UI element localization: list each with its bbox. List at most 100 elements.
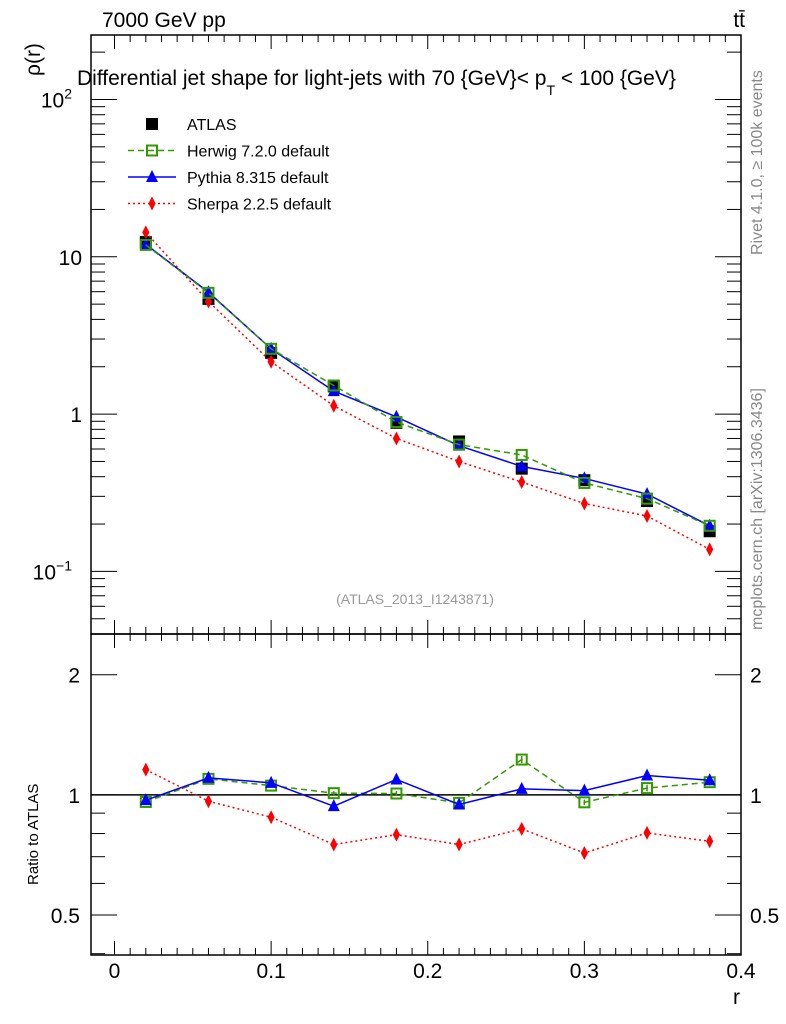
data-point xyxy=(327,379,340,392)
data-point xyxy=(455,837,463,852)
data-point xyxy=(202,285,215,298)
y-tick-label-exp: −1 xyxy=(56,557,72,573)
data-point xyxy=(390,772,403,785)
ratio-y-tick-label: 2 xyxy=(68,665,80,688)
data-point xyxy=(643,825,651,840)
data-point xyxy=(392,431,401,446)
legend-label: Sherpa 2.2.5 default xyxy=(187,197,332,214)
energy-label: 7000 GeV pp xyxy=(102,9,226,32)
y-tick-label: 10−1 xyxy=(33,557,73,584)
data-point xyxy=(392,827,401,842)
series-line xyxy=(145,768,710,854)
data-point xyxy=(703,518,716,531)
data-point xyxy=(580,846,588,861)
data-point xyxy=(578,476,591,489)
x-tick-label: 0.4 xyxy=(726,960,756,983)
data-point xyxy=(515,448,528,461)
data-point xyxy=(390,787,403,800)
data-point xyxy=(327,787,340,800)
data-point xyxy=(327,799,340,812)
legend-marker xyxy=(148,196,156,211)
ratio-y-tick-label: 1 xyxy=(68,785,80,808)
title-subscript: T xyxy=(546,82,555,98)
x-tick-label: 0.1 xyxy=(257,960,286,983)
data-point xyxy=(455,454,463,469)
x-tick-label: 0.3 xyxy=(570,960,599,983)
data-point xyxy=(515,753,528,766)
data-point xyxy=(265,342,278,355)
data-point xyxy=(706,542,714,557)
y-tick-label: 10 xyxy=(59,247,82,270)
legend-marker xyxy=(146,170,158,182)
title-main: Differential jet shape for light-jets wi… xyxy=(77,67,546,90)
y-tick-label: 1 xyxy=(70,404,82,427)
data-point xyxy=(204,794,213,809)
data-point xyxy=(142,225,150,240)
data-point xyxy=(453,438,466,451)
data-point xyxy=(330,398,338,413)
data-point xyxy=(390,409,403,422)
y-tick-label-base: 10 xyxy=(33,561,56,584)
data-point xyxy=(139,793,152,806)
data-point xyxy=(643,509,651,524)
y-tick-label-exp: 2 xyxy=(64,85,72,101)
data-point xyxy=(641,768,654,781)
analysis-watermark: (ATLAS_2013_I1243871) xyxy=(336,591,494,607)
data-point xyxy=(706,834,714,849)
series-line xyxy=(145,231,711,551)
ratio-series-pythia xyxy=(139,768,716,812)
data-point xyxy=(518,475,526,490)
x-tick-label: 0 xyxy=(109,960,121,983)
ratio-y-tick-label-right: 0.5 xyxy=(750,905,779,928)
ratio-series-sherpa xyxy=(142,762,714,861)
data-point xyxy=(202,770,215,783)
legend-label: Herwig 7.2.0 default xyxy=(187,144,330,161)
data-point xyxy=(139,238,152,251)
data-point xyxy=(142,762,150,777)
ratio-y-tick-label: 0.5 xyxy=(51,905,80,928)
ratio-y-tick-label-right: 1 xyxy=(750,785,762,808)
data-point xyxy=(202,286,215,299)
ratio-panel: 0.5 0.5 1 1 2 2 0 0.1 0.2 0.3 0.4 xyxy=(51,633,779,983)
data-point xyxy=(515,459,528,472)
series-pythia xyxy=(139,237,716,531)
legend-marker xyxy=(146,118,158,130)
data-point xyxy=(267,354,275,369)
y-tick-label-base: 10 xyxy=(41,89,64,112)
series-line xyxy=(145,758,710,804)
ratio-series-herwig xyxy=(139,753,716,809)
legend-item: Sherpa 2.2.5 default xyxy=(128,196,332,214)
data-point xyxy=(580,496,588,511)
ratio-y-axis-label: Ratio to ATLAS xyxy=(25,784,42,885)
data-point xyxy=(330,837,338,852)
legend-item: ATLAS xyxy=(146,117,237,134)
data-point xyxy=(703,519,716,532)
data-point xyxy=(515,781,528,794)
data-point xyxy=(267,810,275,825)
x-axis-label: r xyxy=(733,986,740,1009)
data-point xyxy=(641,782,654,795)
y-tick-label-base: 1 xyxy=(70,404,82,427)
data-point xyxy=(578,783,591,796)
legend-item: Pythia 8.315 default xyxy=(128,170,329,187)
legend: ATLAS Herwig 7.2.0 default Pythia 8.315 de… xyxy=(128,117,332,214)
series-line xyxy=(145,243,711,527)
data-point xyxy=(390,416,403,429)
y-tick-label: 102 xyxy=(41,85,72,112)
rivet-version-label: Rivet 4.1.0, ≥ 100k events xyxy=(749,70,766,255)
plot-title: Differential jet shape for light-jets wi… xyxy=(77,67,676,98)
legend-marker xyxy=(146,144,158,157)
ratio-y-tick-label-right: 2 xyxy=(750,665,762,688)
process-label: tt̄ xyxy=(733,9,745,32)
series-line xyxy=(145,774,710,807)
data-point xyxy=(518,821,526,836)
series-sherpa xyxy=(142,225,714,557)
series-line xyxy=(145,244,710,527)
title-end: < 100 {GeV} xyxy=(555,67,676,90)
data-point xyxy=(641,492,654,505)
legend-label: Pythia 8.315 default xyxy=(187,170,329,187)
data-point xyxy=(453,797,466,810)
x-tick-label: 0.2 xyxy=(413,960,442,983)
